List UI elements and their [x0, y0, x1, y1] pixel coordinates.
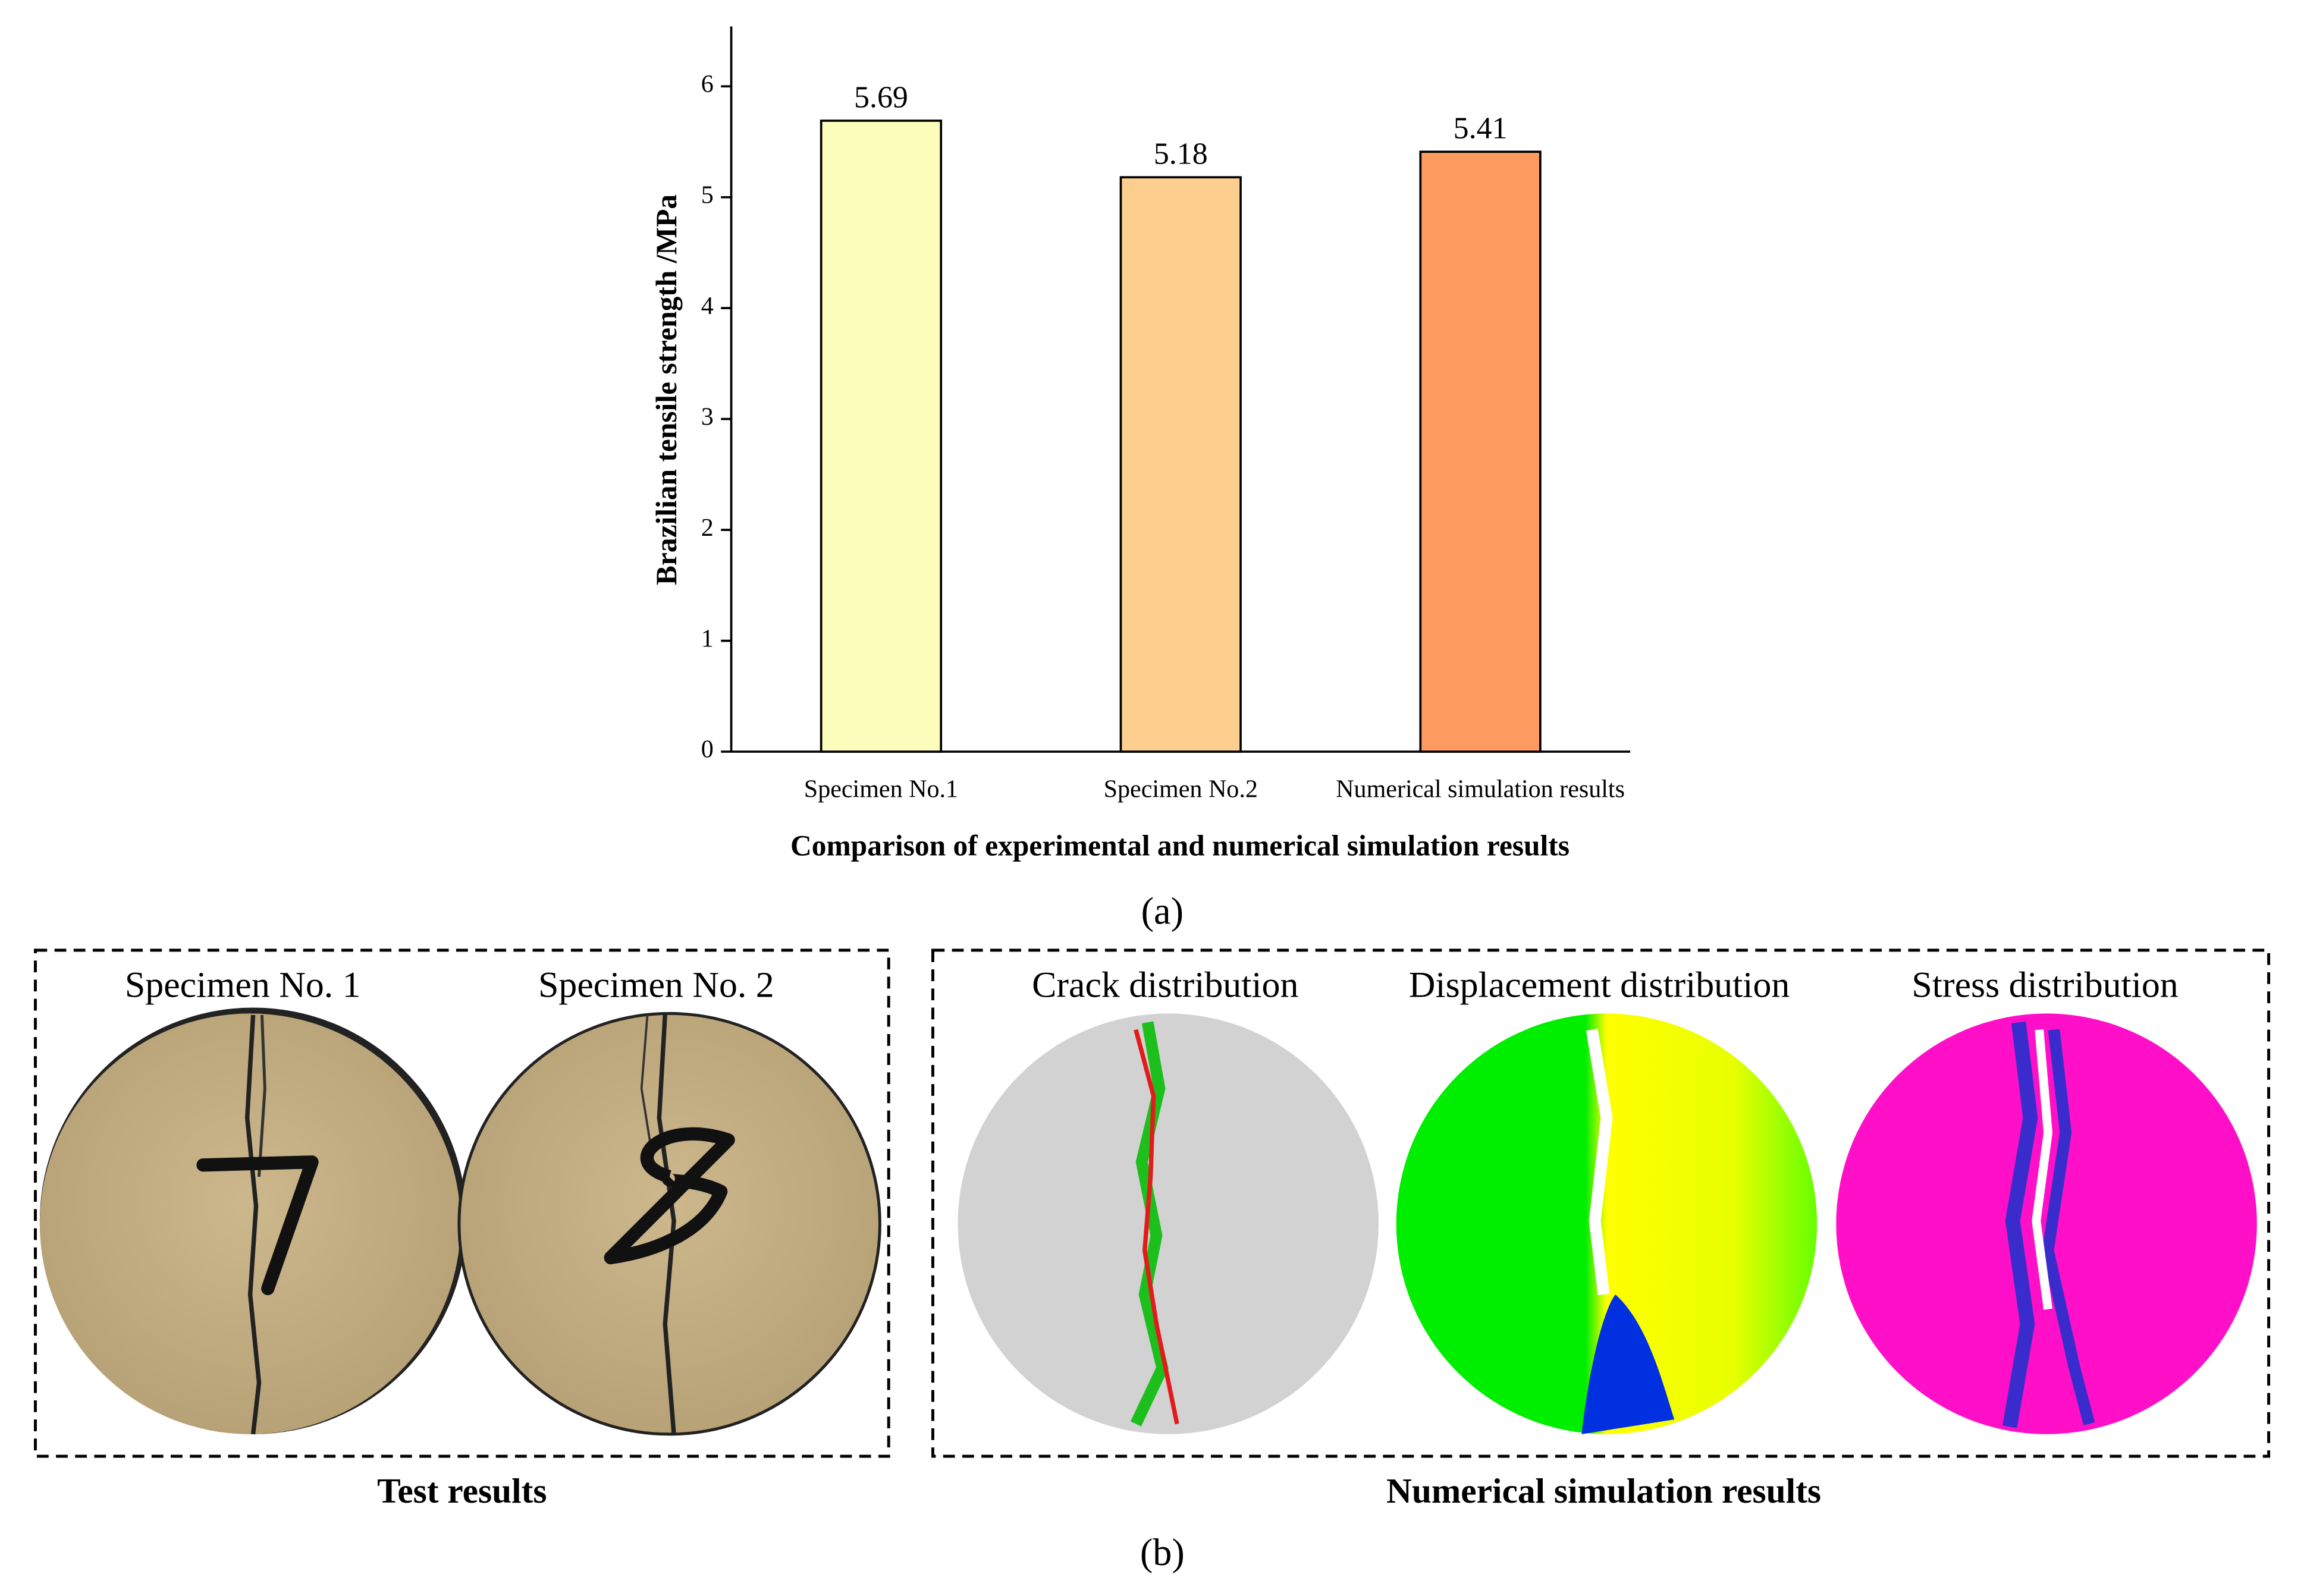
caption: Test results: [377, 1471, 547, 1510]
displacement-image: [1396, 1013, 1818, 1434]
y-tick-label: 6: [701, 71, 714, 98]
y-tick-label: 1: [701, 625, 714, 652]
view-title: Displacement distribution: [1409, 965, 1790, 1006]
crack-image: [958, 1013, 1379, 1434]
panel-label: (b): [1140, 1531, 1185, 1573]
y-tick-label: 5: [701, 181, 714, 209]
bar: [1119, 176, 1242, 753]
specimen-title: Specimen No. 1: [125, 965, 361, 1006]
y-axis-title: Brazilian tensile strength /MPa: [650, 194, 683, 585]
view-title: Crack distribution: [1032, 965, 1298, 1006]
y-tick-label: 2: [701, 514, 714, 542]
value-label: 5.69: [854, 80, 908, 114]
simulation-box: [931, 948, 2271, 1458]
caption: Numerical simulation results: [1386, 1471, 1821, 1510]
stress-image: [1836, 1013, 2257, 1434]
specimen-photo: [457, 1011, 881, 1436]
bar: [1419, 150, 1542, 753]
x-axis-title: Comparison of experimental and numerical…: [790, 830, 1570, 862]
x-tick-label: Specimen No.1: [804, 776, 958, 803]
x-tick-label: Numerical simulation results: [1336, 776, 1625, 803]
y-tick-label: 0: [701, 736, 714, 764]
bar: [820, 120, 943, 753]
value-label: 5.18: [1154, 137, 1208, 171]
y-tick-label: 3: [701, 403, 714, 431]
panel-label: (a): [1141, 890, 1184, 932]
specimen-photo: [39, 1007, 467, 1435]
y-tick-label: 4: [701, 293, 714, 320]
view-title: Stress distribution: [1911, 965, 2178, 1006]
specimen-title: Specimen No. 2: [538, 965, 774, 1006]
test-box: [33, 948, 890, 1458]
value-label: 5.41: [1454, 112, 1508, 146]
x-tick-label: Specimen No.2: [1104, 776, 1258, 803]
